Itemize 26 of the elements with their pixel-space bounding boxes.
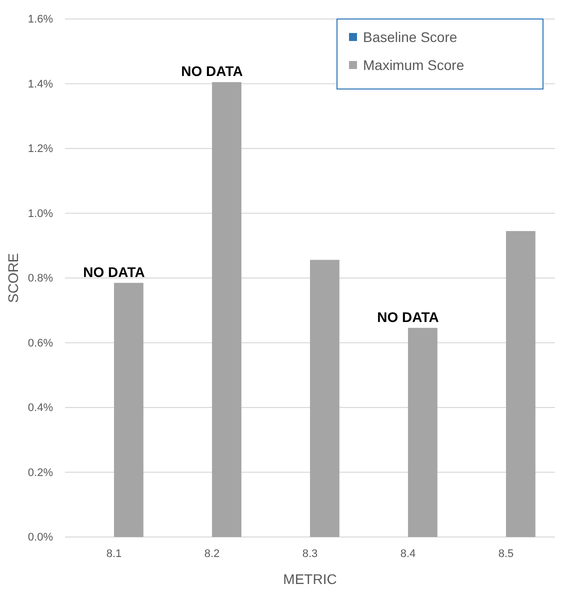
bar xyxy=(310,260,340,537)
bar xyxy=(212,82,242,537)
y-axis-title: SCORE xyxy=(5,253,21,303)
annotation: NO DATA xyxy=(377,308,439,325)
y-tick-label: 0.0% xyxy=(28,532,54,544)
x-tick-label: 8.3 xyxy=(302,548,318,560)
x-tick-label: 8.5 xyxy=(498,548,514,560)
annotation: NO DATA xyxy=(83,264,145,280)
x-axis-title: METRIC xyxy=(283,571,337,587)
x-tick-label: 8.2 xyxy=(204,548,220,560)
y-tick-label: 0.6% xyxy=(28,337,54,350)
bar xyxy=(114,282,144,537)
y-tick-label: 1.4% xyxy=(28,78,54,90)
bar xyxy=(506,231,536,537)
y-tick-label: 0.8% xyxy=(28,272,54,285)
y-tick-label: 1.6% xyxy=(28,14,54,26)
y-tick-label: 1.0% xyxy=(28,208,54,220)
y-tick-label: 1.2% xyxy=(28,143,54,156)
legend-label: Maximum Score xyxy=(363,57,464,73)
y-tick-label: 0.2% xyxy=(28,466,54,479)
x-tick-label: 8.1 xyxy=(106,548,122,560)
annotation: NO DATA xyxy=(181,63,243,80)
y-tick-label: 0.4% xyxy=(28,402,54,414)
legend-label: Baseline Score xyxy=(363,29,458,45)
x-tick-label: 8.4 xyxy=(400,548,416,560)
bar xyxy=(408,328,438,537)
